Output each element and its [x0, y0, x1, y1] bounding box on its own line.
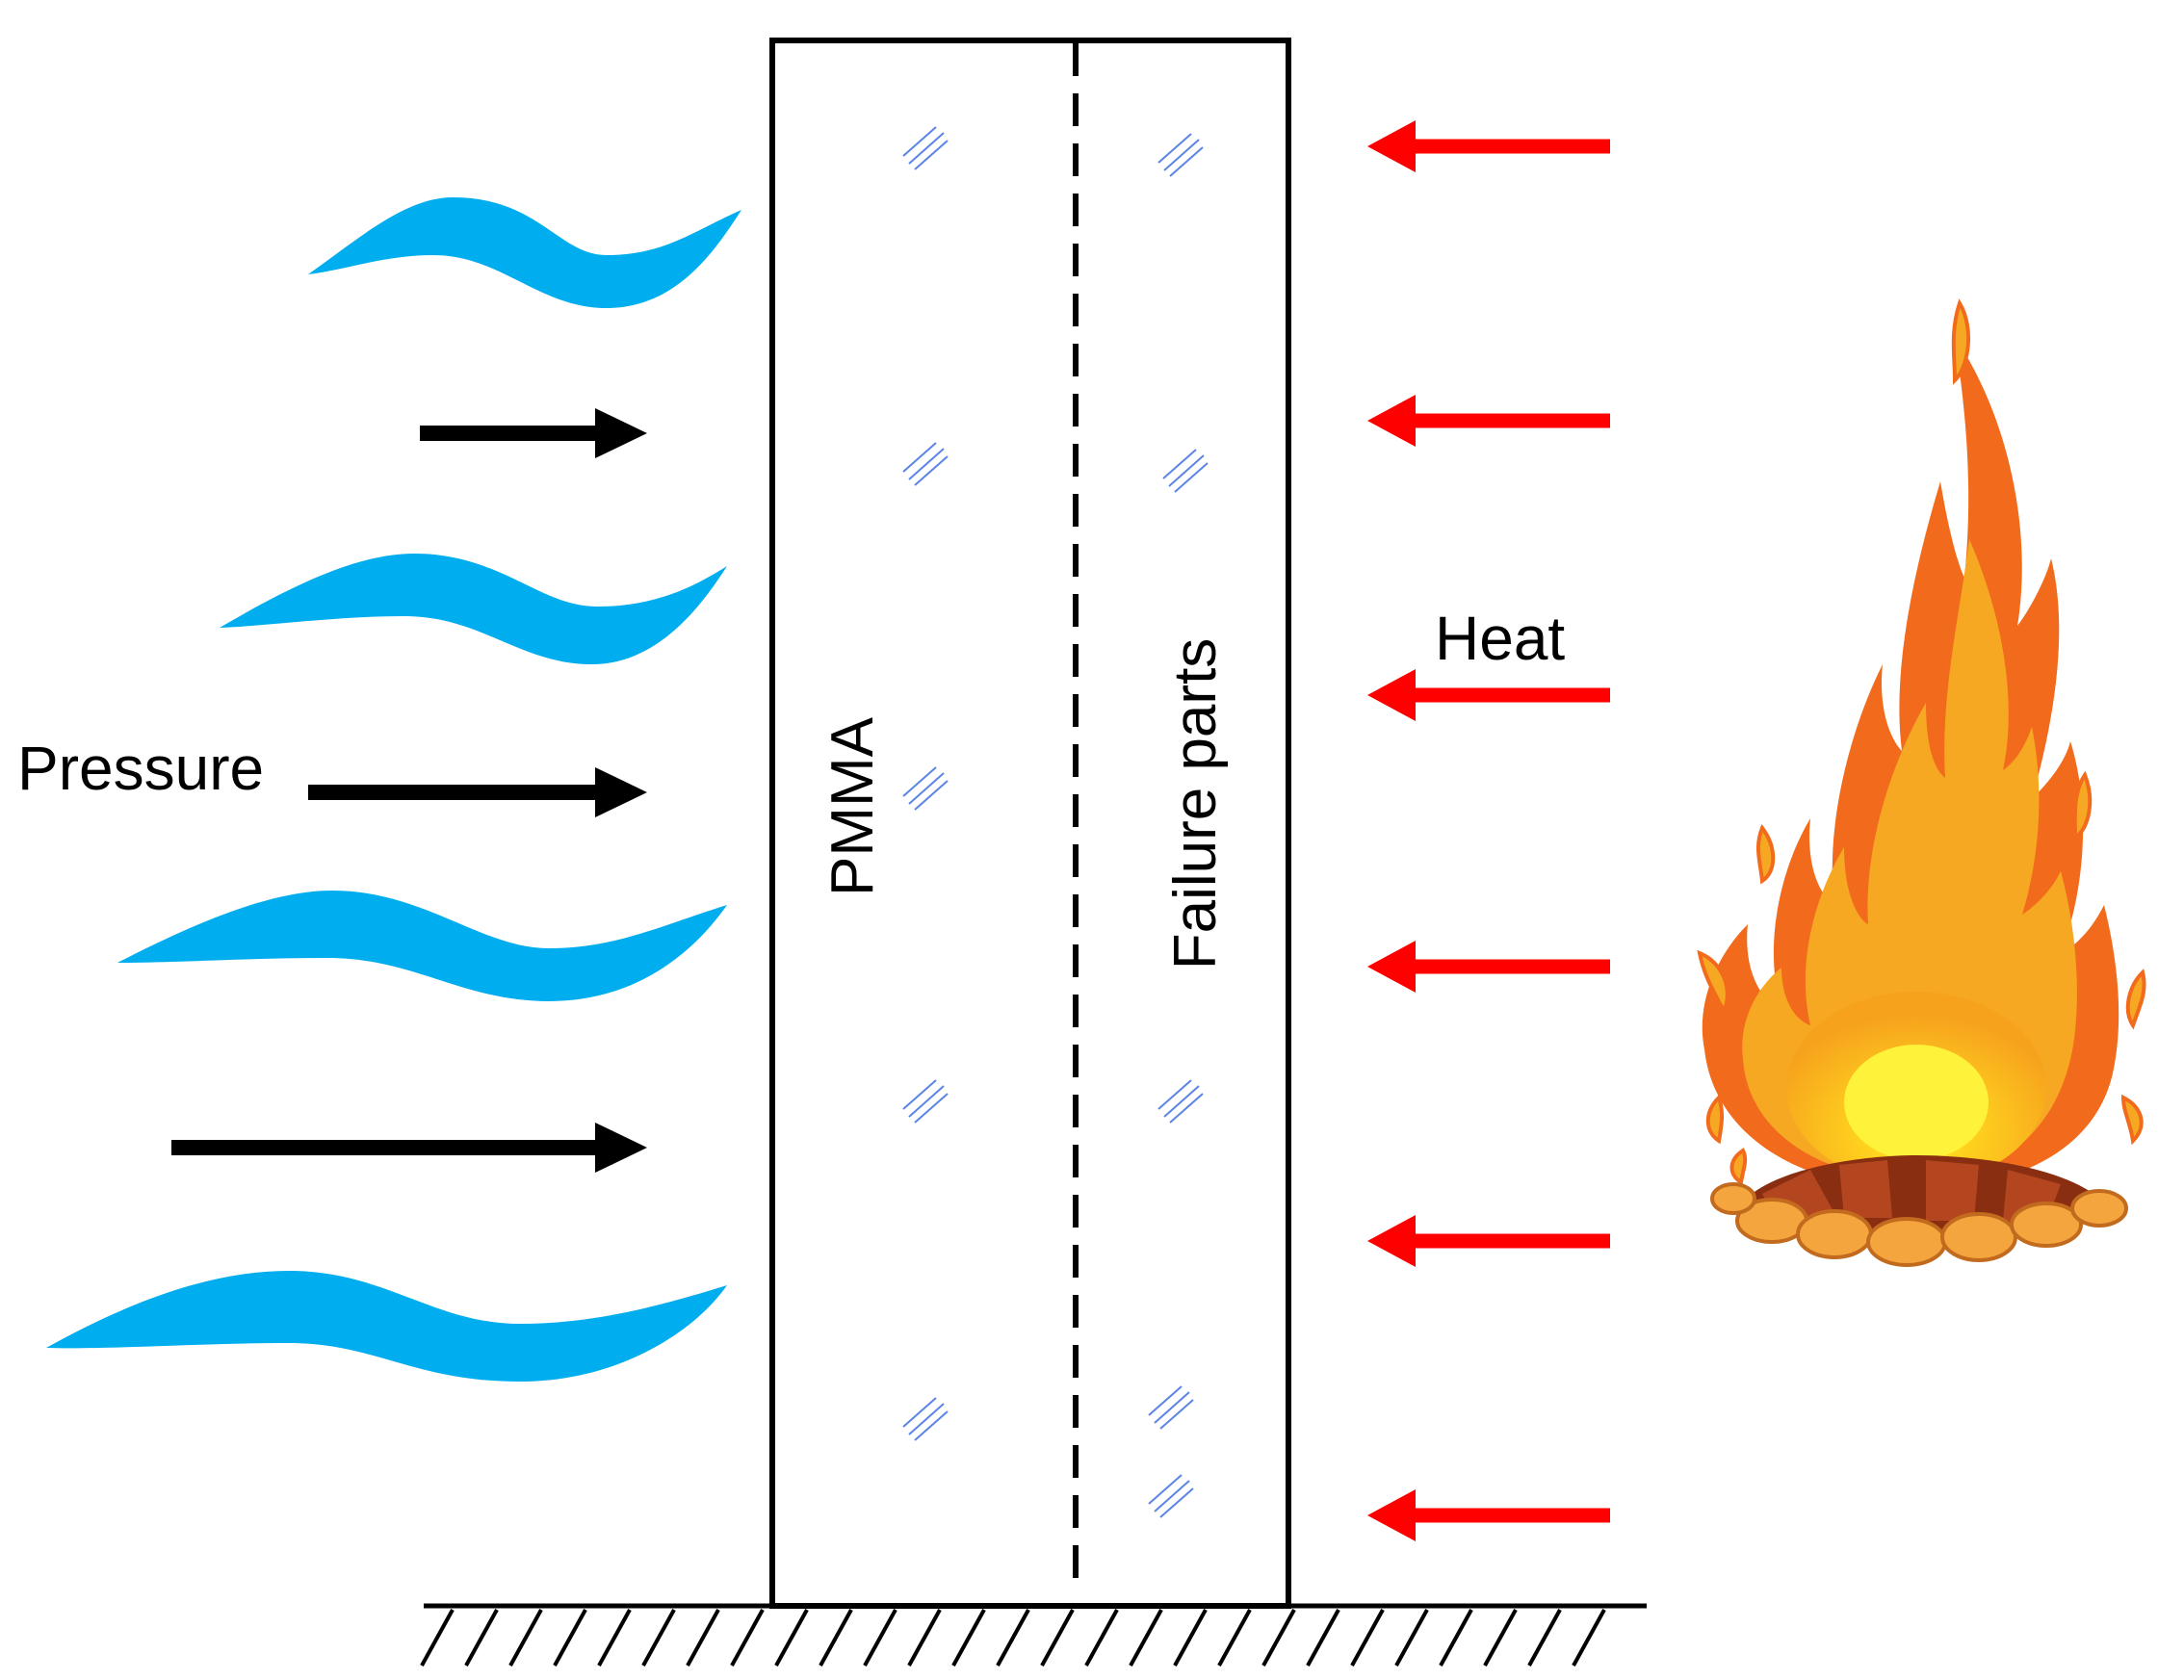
ground-hatch-stroke: [1261, 1609, 1296, 1667]
ground-hatch-stroke: [1394, 1609, 1429, 1667]
pmma-label: PMMA: [819, 716, 886, 896]
glass-hatch-icon: [902, 1397, 949, 1441]
ground-hatch-stroke: [1306, 1609, 1340, 1667]
ground-hatch-stroke: [1572, 1609, 1606, 1667]
glass-hatch-icon: [902, 126, 949, 170]
wind-wave-icon: [308, 197, 741, 308]
ground-hatch-stroke: [420, 1609, 455, 1667]
ground-hatch-stroke: [1217, 1609, 1252, 1667]
pressure-arrowhead: [595, 408, 647, 458]
pressure-arrowhead: [595, 767, 647, 817]
wind-wave-icon: [117, 891, 727, 1001]
ground: [420, 1603, 1647, 1667]
ground-hatch-stroke: [1040, 1609, 1075, 1667]
glass-hatch-icon: [1162, 449, 1209, 493]
ground-hatch-stroke: [730, 1609, 765, 1667]
glass-hatch-icon: [902, 1079, 949, 1124]
ground-hatch-stroke: [597, 1609, 632, 1667]
pressure-arrows: [171, 408, 647, 1173]
wind-waves: [46, 197, 741, 1382]
ground-hatch-stroke: [508, 1609, 543, 1667]
ground-hatch-stroke: [1483, 1609, 1518, 1667]
wind-wave-icon: [220, 554, 727, 664]
heat-arrows: [1367, 120, 1610, 1541]
pressure-arrowhead: [595, 1123, 647, 1173]
ground-hatch-stroke: [819, 1609, 853, 1667]
campfire-logs: [1710, 1155, 2128, 1267]
ground-hatch-stroke: [641, 1609, 676, 1667]
campfire-icon: [1697, 298, 2146, 1267]
ground-hatch-stroke: [907, 1609, 942, 1667]
ground-hatch-stroke: [774, 1609, 809, 1667]
ground-hatch-stroke: [553, 1609, 587, 1667]
pmma-panel: [769, 38, 1291, 1609]
heat-arrowhead: [1367, 669, 1416, 721]
ground-hatch-stroke: [1439, 1609, 1473, 1667]
heat-arrowhead: [1367, 1489, 1416, 1541]
ground-hatch-stroke: [464, 1609, 499, 1667]
pressure-label: Pressure: [17, 734, 264, 803]
glass-hatch-icon: [1157, 133, 1204, 177]
glass-hatch-icon: [902, 766, 949, 811]
heat-arrowhead: [1367, 120, 1416, 172]
ground-hatch-stroke: [996, 1609, 1030, 1667]
ground-hatch-stroke: [1084, 1609, 1119, 1667]
ground-hatch-stroke: [1527, 1609, 1562, 1667]
ground-hatch-stroke: [1129, 1609, 1163, 1667]
ground-hatch-stroke: [1350, 1609, 1385, 1667]
glass-hatch-icon: [1157, 1079, 1204, 1124]
ground-hatch-stroke: [863, 1609, 897, 1667]
heat-label: Heat: [1435, 604, 1565, 673]
wind-wave-icon: [46, 1271, 727, 1382]
ground-hatch-stroke: [951, 1609, 986, 1667]
heat-arrowhead: [1367, 395, 1416, 447]
heat-arrowhead: [1367, 941, 1416, 993]
ground-hatch-stroke: [686, 1609, 720, 1667]
ground-hatch-stroke: [1173, 1609, 1208, 1667]
heat-arrowhead: [1367, 1215, 1416, 1267]
glass-hatch-icon: [1148, 1385, 1194, 1430]
glass-hatch-icon: [902, 442, 949, 486]
failure-parts-label: Failure parts: [1162, 638, 1229, 970]
glass-hatch-icon: [1148, 1474, 1194, 1518]
